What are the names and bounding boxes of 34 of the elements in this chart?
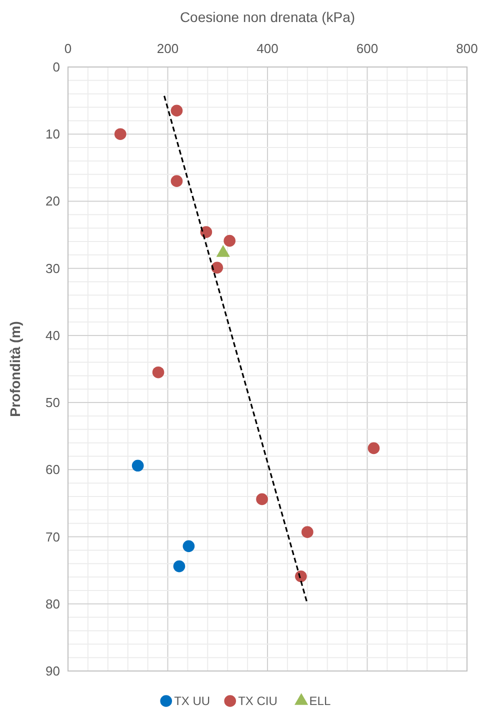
y-tick-label: 20 bbox=[46, 194, 60, 209]
point bbox=[152, 366, 164, 378]
legend-label: ELL bbox=[309, 694, 331, 708]
x-tick-label: 600 bbox=[356, 41, 378, 56]
point bbox=[182, 540, 195, 552]
y-tick-label: 40 bbox=[46, 328, 60, 343]
y-tick-label: 10 bbox=[46, 126, 60, 142]
y-tick-label: 70 bbox=[46, 529, 60, 544]
point bbox=[114, 128, 126, 140]
x-tick-label: 200 bbox=[156, 41, 179, 56]
point bbox=[200, 226, 212, 238]
point bbox=[256, 493, 268, 506]
point bbox=[173, 560, 186, 572]
legend-label: TX UU bbox=[174, 694, 210, 708]
x-tick-label: 400 bbox=[256, 41, 278, 56]
point bbox=[301, 526, 314, 538]
y-tick-label: 30 bbox=[46, 260, 60, 276]
y-tick-label: 50 bbox=[46, 395, 60, 410]
point bbox=[211, 262, 224, 274]
y-axis-title: Profondità (m) bbox=[7, 321, 23, 417]
y-tick-label: 0 bbox=[52, 60, 60, 74]
point bbox=[224, 234, 236, 247]
y-tick-label: 60 bbox=[46, 462, 60, 478]
legend-label: TX CIU bbox=[238, 694, 278, 708]
y-tick-label: 80 bbox=[46, 596, 60, 612]
x-axis-title: Coesione non drenata (kPa) bbox=[180, 9, 356, 25]
point bbox=[368, 442, 380, 454]
point bbox=[132, 460, 144, 472]
y-tick-label: 90 bbox=[46, 664, 60, 678]
point bbox=[295, 570, 307, 582]
x-tick-label: 800 bbox=[456, 41, 478, 56]
point bbox=[170, 175, 183, 187]
point bbox=[170, 104, 183, 117]
x-tick-label: 0 bbox=[64, 41, 72, 56]
